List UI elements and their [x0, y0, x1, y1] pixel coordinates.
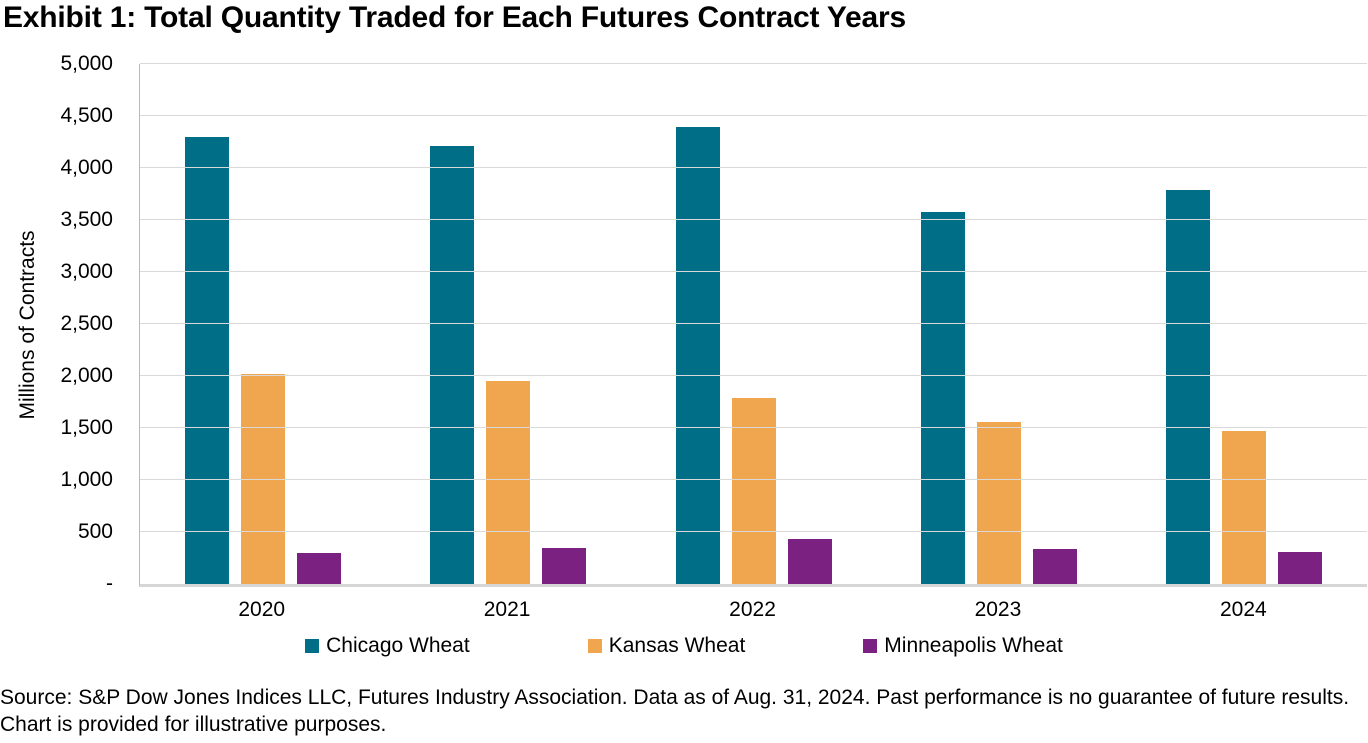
gridline	[140, 219, 1367, 220]
bar-minneapolis-wheat-2021	[542, 548, 587, 584]
y-tick-label: 3,500	[60, 208, 113, 231]
x-axis-label-2021: 2021	[483, 598, 531, 621]
gridline	[140, 323, 1367, 324]
y-axis-labels: 5,000 4,500 4,000 3,500 3,000 2,500 2,000 1,500…	[0, 53, 113, 595]
bar-chicago-wheat-2022	[675, 127, 720, 584]
bar-kansas-wheat-2022	[731, 398, 776, 584]
legend-item-minneapolis-wheat: Minneapolis Wheat	[863, 634, 1063, 658]
bar-group-2020	[140, 64, 385, 584]
page-title: Exhibit 1: Total Quantity Traded for Eac…	[3, 1, 906, 34]
bar-group-2021	[385, 64, 630, 584]
gridline	[140, 167, 1367, 168]
bar-chicago-wheat-2024	[1166, 190, 1211, 584]
gridline	[140, 479, 1367, 480]
y-tick-label: 4,000	[60, 156, 113, 179]
bar-group-2023	[876, 64, 1121, 584]
y-tick-label: 2,000	[60, 364, 113, 387]
x-axis-label-2020: 2020	[238, 598, 286, 621]
bar-group-2024	[1122, 64, 1367, 584]
x-axis-label-2022: 2022	[729, 598, 776, 621]
x-axis-labels: 2020 2021 2022 2023 2024	[139, 598, 1366, 622]
y-tick-label: -	[106, 572, 113, 595]
x-axis-label-2023: 2023	[974, 598, 1022, 621]
bar-minneapolis-wheat-2022	[787, 539, 832, 584]
bar-chicago-wheat-2020	[184, 137, 229, 584]
bar-minneapolis-wheat-2020	[296, 553, 341, 584]
legend-label: Chicago Wheat	[326, 634, 470, 657]
y-tick-label: 2,500	[60, 312, 113, 335]
bar-kansas-wheat-2024	[1222, 431, 1267, 584]
x-axis-label-2024: 2024	[1219, 598, 1267, 621]
bar-chicago-wheat-2021	[430, 146, 475, 584]
gridline	[140, 375, 1367, 376]
y-tick-label: 5,000	[60, 52, 113, 75]
y-tick-label: 1,000	[60, 468, 113, 491]
bar-groups	[140, 64, 1367, 584]
bar-kansas-wheat-2023	[976, 422, 1021, 584]
y-tick-label: 500	[77, 520, 113, 543]
source-note: Source: S&P Dow Jones Indices LLC, Futur…	[0, 686, 1350, 736]
bar-group-2022	[631, 64, 876, 584]
gridline	[140, 427, 1367, 428]
legend: Chicago Wheat Kansas Wheat Minneapolis Whe…	[0, 634, 1368, 658]
gridline	[140, 115, 1367, 116]
y-tick-label: 4,500	[60, 104, 113, 127]
gridline	[140, 531, 1367, 532]
legend-swatch-icon	[863, 639, 878, 653]
legend-item-kansas-wheat: Kansas Wheat	[587, 634, 746, 658]
gridline	[140, 271, 1367, 272]
bar-kansas-wheat-2021	[486, 381, 531, 584]
legend-item-chicago-wheat: Chicago Wheat	[305, 634, 470, 658]
legend-label: Minneapolis Wheat	[884, 634, 1063, 657]
bar-chicago-wheat-2023	[920, 212, 965, 584]
y-tick-label: 3,000	[60, 260, 113, 283]
legend-swatch-icon	[587, 639, 602, 653]
plot-area	[139, 63, 1367, 587]
legend-swatch-icon	[305, 639, 320, 653]
bar-minneapolis-wheat-2024	[1278, 552, 1323, 584]
bar-minneapolis-wheat-2023	[1032, 549, 1077, 584]
legend-label: Kansas Wheat	[608, 634, 746, 657]
gridline	[140, 63, 1367, 64]
y-tick-label: 1,500	[60, 416, 113, 439]
